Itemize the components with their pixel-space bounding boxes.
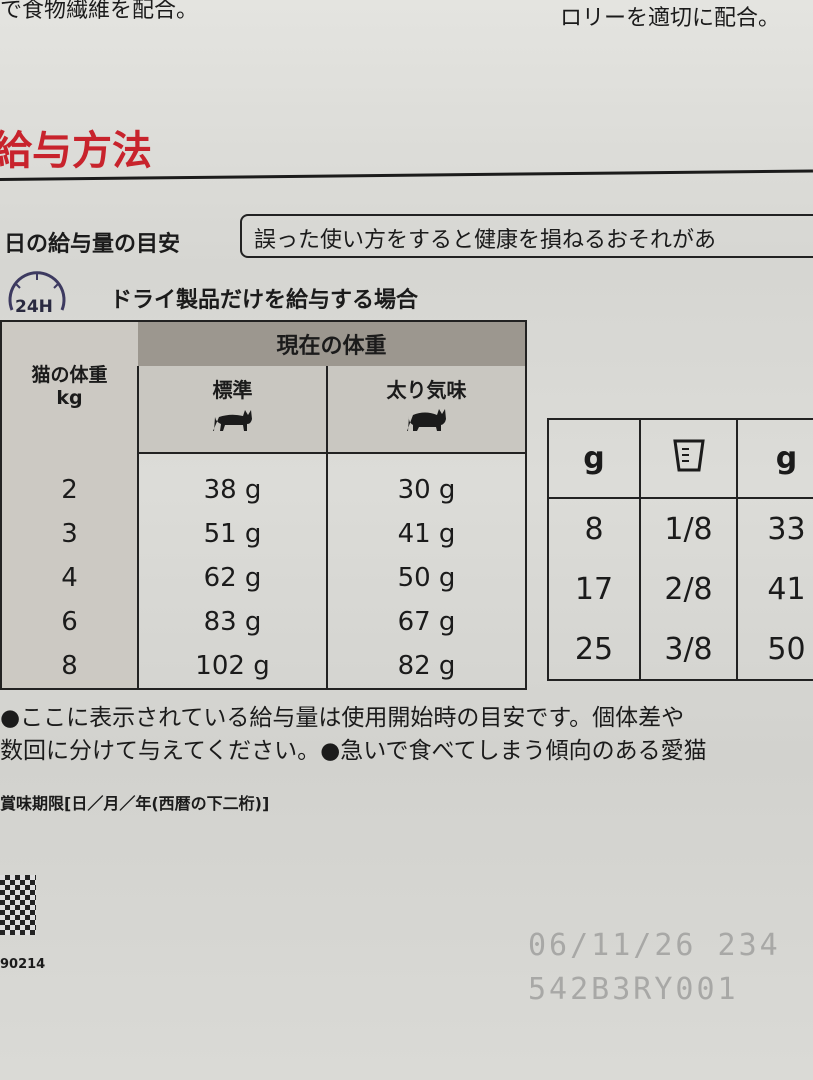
col-overweight: 太り気味 [326, 366, 526, 454]
side-table: g g 8 1/8 33 17 2/8 41 25 3/8 50 [547, 418, 813, 681]
cat-icon [406, 409, 446, 431]
table-row: 8 1/8 33 [548, 498, 813, 559]
printed-lot: 542B3RY001 [528, 972, 739, 1007]
best-before-label: 賞味期限[日／月／年(西暦の下二桁)] [0, 794, 270, 813]
section-heading: 給与方法 [0, 128, 152, 174]
table-row: 4 62 g 50 g [1, 556, 526, 600]
feeding-table: 猫の体重 kg 現在の体重 標準 太り気味 2 38 g 30 g 3 51 g 41 g… [0, 320, 527, 690]
header-g: g [548, 419, 640, 499]
printed-date: 06/11/26 234 [528, 928, 781, 963]
note-line: 数回に分けて与えてください。●急いで食べてしまう傾向のある愛猫 [0, 738, 707, 764]
header-g: g [736, 419, 813, 499]
table-row: 3 51 g 41 g [1, 512, 526, 556]
clock-24h-icon: 24H [6, 270, 68, 322]
weight-header: 猫の体重 kg [1, 321, 138, 453]
group-header: 現在の体重 [138, 321, 526, 366]
table-row: 6 83 g 67 g [1, 600, 526, 644]
table-row: 2 38 g 30 g [1, 453, 526, 512]
measuring-cup-icon [639, 419, 737, 499]
qr-code [0, 875, 36, 935]
dry-only-label: ドライ製品だけを給与する場合 [110, 288, 419, 313]
table-row: 8 102 g 82 g [1, 644, 526, 689]
top-text-left: で食物繊維を配合。 [0, 0, 199, 23]
table-row: 25 3/8 50 [548, 619, 813, 680]
clock-label: 24H [15, 297, 53, 317]
top-text-right: ロリーを適切に配合。 [560, 6, 781, 31]
cat-icon [212, 410, 252, 431]
col-standard: 標準 [137, 366, 327, 454]
table-row: 17 2/8 41 [548, 559, 813, 619]
barcode-number: 90214 [0, 957, 46, 972]
note-line: ●ここに表示されている給与量は使用開始時の目安です。個体差や [0, 705, 685, 731]
subheading: 日の給与量の目安 [4, 232, 181, 257]
warning-box: 誤った使い方をすると健康を損ねるおそれがあ [240, 214, 813, 258]
